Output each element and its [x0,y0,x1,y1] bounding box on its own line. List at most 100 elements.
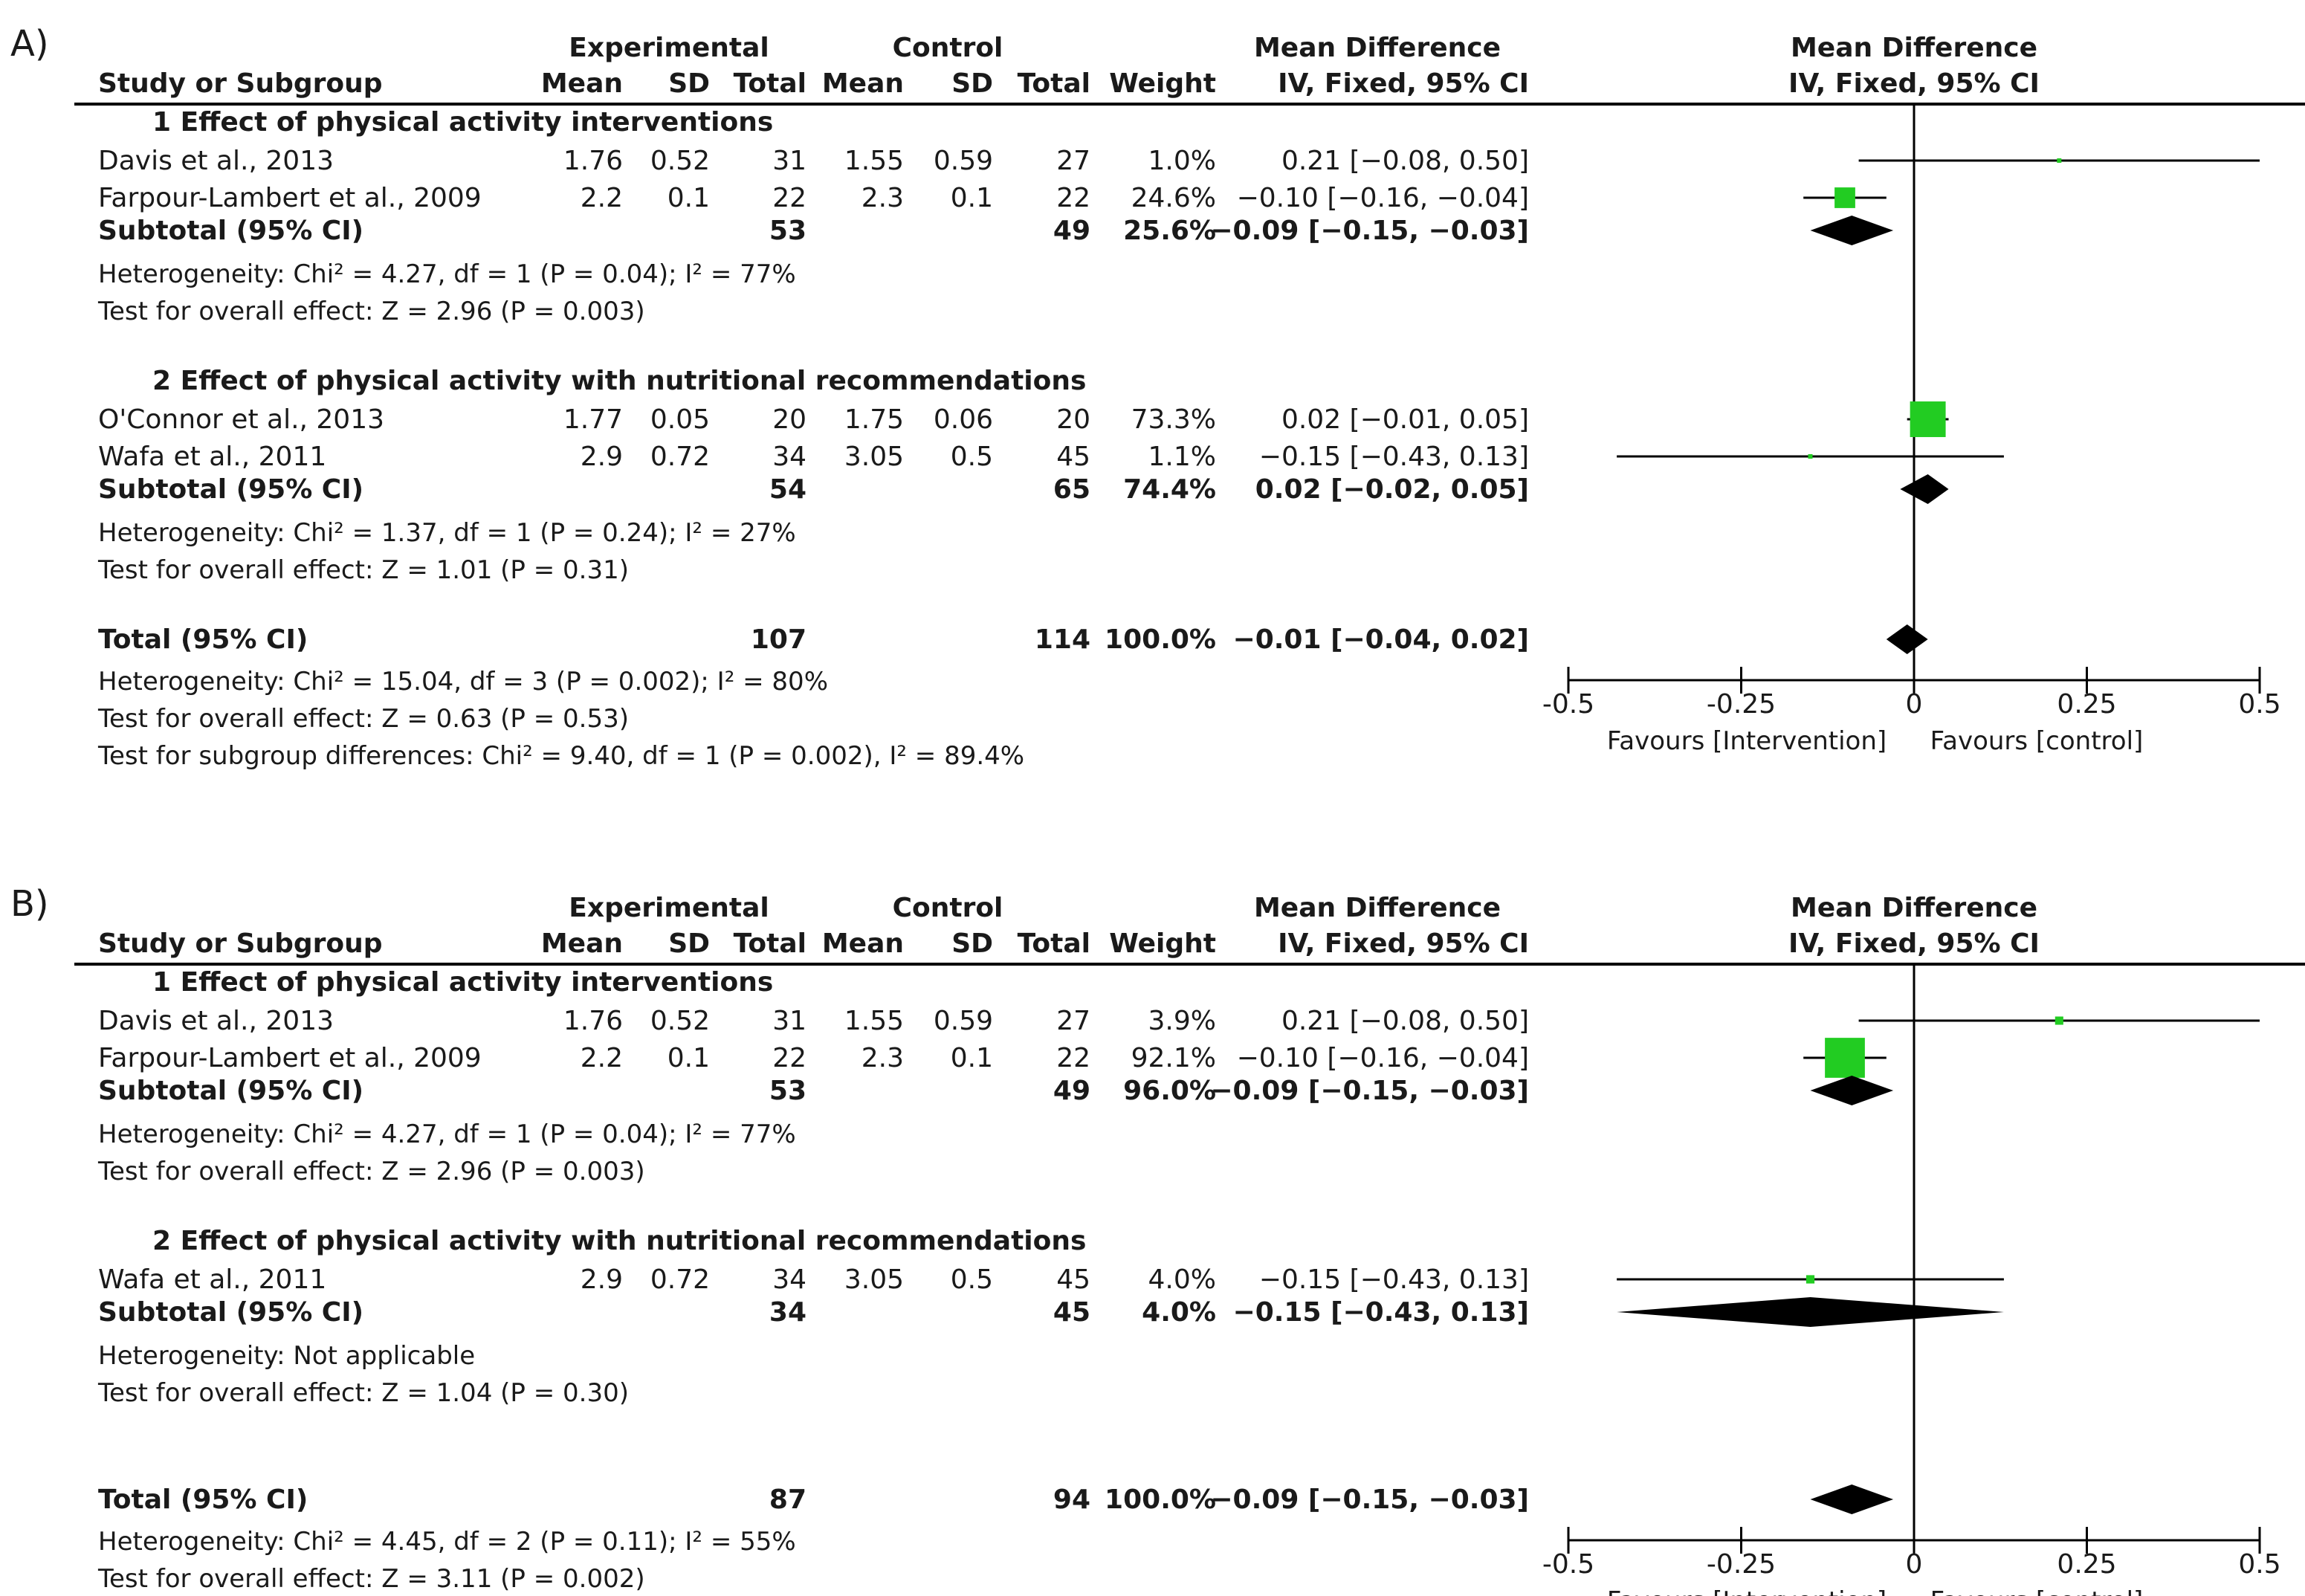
subtotal-weight: 74.4% [1123,474,1216,505]
ctl-mean: 2.3 [861,183,904,213]
study-marker [2055,1016,2063,1025]
study-ci: 0.02 [−0.01, 0.05] [1281,404,1529,435]
favours-intervention-label: Favours [Intervention] [1607,1586,1887,1596]
header-control: Control [893,893,1003,923]
subtotal-diamond [1810,1076,1894,1105]
study-weight: 24.6% [1131,183,1216,213]
study-name: Davis et al., 2013 [98,1006,334,1036]
header-exp-total: Total [734,68,806,99]
x-tick-label: 0 [1906,689,1923,720]
study-weight: 4.0% [1148,1264,1216,1295]
ctl-total: 45 [1056,1264,1090,1295]
total-diamond [1810,1484,1894,1514]
x-tick-label: -0.25 [1707,689,1776,720]
exp-mean: 2.2 [581,1043,623,1073]
header-ctl-sd: SD [951,928,993,959]
exp-sd: 0.72 [650,1264,710,1295]
ctl-mean: 3.05 [844,442,904,472]
study-ci: 0.21 [−0.08, 0.50] [1281,1006,1529,1036]
exp-mean: 2.9 [581,442,623,472]
exp-total: 22 [772,183,806,213]
exp-sd: 0.52 [650,1006,710,1036]
ctl-sd: 0.1 [951,183,993,213]
heterogeneity-text: Heterogeneity: Not applicable [98,1341,475,1371]
study-marker [1805,1275,1815,1284]
header-mean-difference: Mean Difference [1254,893,1501,923]
header-forest-method: IV, Fixed, 95% CI [1788,68,2040,99]
subtotal-ci: −0.09 [−0.15, −0.03] [1210,216,1529,246]
subtotal-exp-total: 53 [769,216,806,246]
subtotal-exp-total: 34 [769,1297,806,1328]
footer-stat: Heterogeneity: Chi² = 15.04, df = 3 (P =… [98,667,828,697]
overall-effect-text: Test for overall effect: Z = 1.01 (P = 0… [97,555,629,585]
exp-total: 31 [772,1006,806,1036]
total-exp-total: 107 [751,624,806,655]
study-weight: 73.3% [1131,404,1216,435]
ctl-total: 20 [1056,404,1090,435]
panel-label: A) [10,23,49,65]
subtotal-label: Subtotal (95% CI) [98,1076,363,1106]
overall-effect-text: Test for overall effect: Z = 2.96 (P = 0… [97,1157,645,1186]
header-exp-mean: Mean [541,928,623,959]
ctl-mean: 1.55 [844,146,904,176]
subtotal-ctl-total: 49 [1053,1076,1090,1106]
total-label: Total (95% CI) [98,1484,308,1515]
study-name: Davis et al., 2013 [98,146,334,176]
total-ctl-total: 94 [1053,1484,1090,1515]
ctl-sd: 0.5 [951,1264,993,1295]
study-name: Farpour-Lambert et al., 2009 [98,183,482,213]
subtotal-weight: 4.0% [1142,1297,1216,1328]
header-experimental: Experimental [569,893,769,923]
subtotal-ctl-total: 65 [1053,474,1090,505]
ctl-total: 22 [1056,1043,1090,1073]
study-marker [1825,1038,1865,1078]
header-method: IV, Fixed, 95% CI [1278,68,1529,99]
subgroup-title: 2 Effect of physical activity with nutri… [152,366,1086,396]
exp-mean: 1.77 [563,404,623,435]
ctl-mean: 2.3 [861,1043,904,1073]
footer-stat: Test for subgroup differences: Chi² = 9.… [97,741,1024,771]
exp-mean: 1.76 [563,146,623,176]
subgroup-title: 1 Effect of physical activity interventi… [152,107,773,138]
ctl-total: 27 [1056,1006,1090,1036]
study-marker [1910,401,1946,437]
subtotal-weight: 96.0% [1123,1076,1216,1106]
exp-mean: 2.2 [581,183,623,213]
header-method: IV, Fixed, 95% CI [1278,928,1529,959]
study-weight: 1.1% [1148,442,1216,472]
header-forest-method: IV, Fixed, 95% CI [1788,928,2040,959]
header-exp-mean: Mean [541,68,623,99]
subtotal-diamond [1900,474,1949,504]
x-tick-label: 0.5 [2238,1549,2280,1580]
exp-sd: 0.52 [650,146,710,176]
subtotal-label: Subtotal (95% CI) [98,216,363,246]
favours-control-label: Favours [control] [1930,1586,2144,1596]
heterogeneity-text: Heterogeneity: Chi² = 1.37, df = 1 (P = … [98,518,796,548]
exp-sd: 0.72 [650,442,710,472]
overall-effect-text: Test for overall effect: Z = 1.04 (P = 0… [97,1378,629,1408]
header-weight: Weight [1109,928,1216,959]
header-forest-mean-difference: Mean Difference [1791,33,2037,63]
study-name: Farpour-Lambert et al., 2009 [98,1043,482,1073]
subtotal-ctl-total: 49 [1053,216,1090,246]
header-experimental: Experimental [569,33,769,63]
x-tick-label: 0.25 [2057,1549,2116,1580]
subtotal-ci: 0.02 [−0.02, 0.05] [1255,474,1529,505]
header-exp-sd: SD [668,68,710,99]
ctl-mean: 3.05 [844,1264,904,1295]
favours-intervention-label: Favours [Intervention] [1607,726,1887,756]
subtotal-weight: 25.6% [1123,216,1216,246]
header-ctl-mean: Mean [822,68,904,99]
total-weight: 100.0% [1105,624,1216,655]
header-forest-mean-difference: Mean Difference [1791,893,2037,923]
exp-total: 22 [772,1043,806,1073]
x-tick-label: 0 [1906,1549,1923,1580]
footer-stat: Heterogeneity: Chi² = 4.45, df = 2 (P = … [98,1527,796,1557]
total-ci: −0.01 [−0.04, 0.02] [1233,624,1529,655]
x-tick-label: -0.5 [1542,689,1594,720]
ctl-sd: 0.59 [934,1006,993,1036]
overall-effect-text: Test for overall effect: Z = 2.96 (P = 0… [97,297,645,326]
total-exp-total: 87 [769,1484,806,1515]
total-ci: −0.09 [−0.15, −0.03] [1210,1484,1529,1515]
